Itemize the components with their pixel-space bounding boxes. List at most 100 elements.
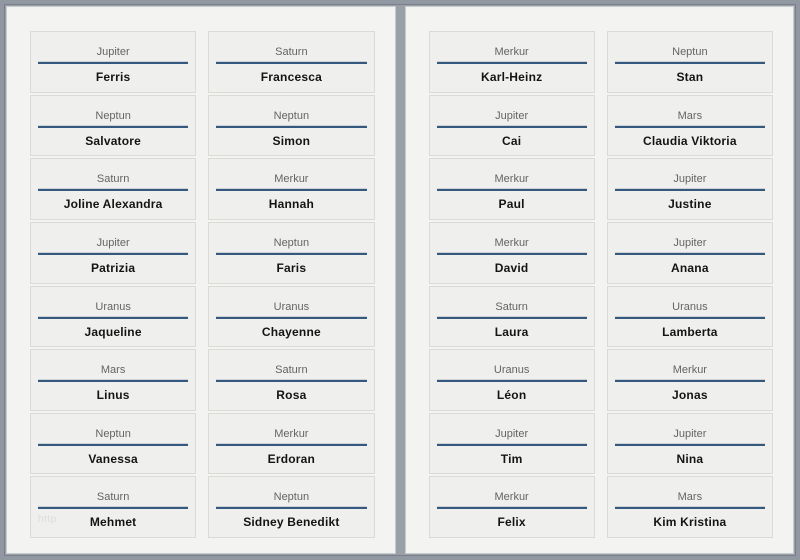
divider-line <box>436 188 587 192</box>
name-tag-cell[interactable]: Jupiter Justine <box>606 158 773 220</box>
name-tag-cell[interactable]: Neptun Simon <box>208 94 375 157</box>
divider-line <box>436 315 587 319</box>
name-tag-cell[interactable]: Merkur Karl-Heinz <box>428 31 595 93</box>
name-tag-cell[interactable]: Uranus Léon <box>428 349 595 411</box>
divider-line <box>614 506 765 510</box>
planet-label: Neptun <box>672 46 708 58</box>
name-tag-cell[interactable]: Neptun Sidney Benedikt <box>208 476 375 538</box>
planet-label: Neptun <box>273 236 310 249</box>
planet-label: Uranus <box>493 364 530 377</box>
person-name: Claudia Viktoria <box>643 133 737 148</box>
person-name: Vanessa <box>88 451 138 466</box>
name-tag-cell[interactable]: Uranus Chayenne <box>208 285 375 348</box>
person-name: Sidney Benedikt <box>243 515 340 530</box>
divider-line <box>436 442 587 446</box>
divider-line <box>614 188 765 192</box>
name-tag-cell[interactable]: Merkur David <box>428 221 595 284</box>
label-grid-page-1: Jupiter Ferris Saturn Francesca Neptun S… <box>30 31 375 538</box>
name-tag-cell[interactable]: Mars Linus <box>30 349 197 411</box>
person-name: Linus <box>96 388 130 403</box>
person-name: Nina <box>676 451 704 466</box>
page-1: Jupiter Ferris Saturn Francesca Neptun S… <box>6 6 396 554</box>
divider-line <box>216 506 367 510</box>
divider-line <box>436 61 587 64</box>
planet-label: Jupiter <box>495 109 529 122</box>
divider-line <box>38 188 189 192</box>
person-name: Paul <box>498 197 525 212</box>
person-name: Tim <box>500 451 523 466</box>
divider-line <box>436 124 587 128</box>
name-tag-cell[interactable]: Saturn Francesca <box>208 31 375 93</box>
divider-line <box>614 251 765 255</box>
name-tag-cell[interactable]: Saturn Rosa <box>208 349 375 411</box>
planet-label: Merkur <box>494 491 529 504</box>
person-name: Salvatore <box>85 133 142 148</box>
divider-line <box>38 506 189 510</box>
divider-line <box>216 315 367 319</box>
name-tag-cell[interactable]: Jupiter Tim <box>428 412 595 475</box>
planet-label: Jupiter <box>673 427 707 440</box>
name-tag-cell[interactable]: Uranus Jaqueline <box>30 285 197 348</box>
person-name: Jaqueline <box>84 324 142 339</box>
person-name: Anana <box>671 260 709 275</box>
planet-label: Uranus <box>95 300 131 313</box>
person-name: Hannah <box>268 197 314 212</box>
name-tag-cell[interactable]: Jupiter Anana <box>606 221 773 284</box>
name-tag-cell[interactable]: Saturn Joline Alexandra <box>30 158 197 220</box>
planet-label: Merkur <box>672 364 707 377</box>
person-name: Lamberta <box>662 324 718 339</box>
divider-line <box>38 379 189 383</box>
name-tag-cell[interactable]: Saturn Laura <box>428 285 595 348</box>
name-tag-cell[interactable]: Uranus Lamberta <box>606 285 773 348</box>
planet-label: Neptun <box>95 109 131 122</box>
name-tag-cell[interactable]: Jupiter Patrizia <box>30 221 197 284</box>
name-tag-cell[interactable]: Jupiter Ferris <box>30 31 197 93</box>
divider-line <box>38 442 189 446</box>
planet-label: Merkur <box>274 427 309 440</box>
planet-label: Jupiter <box>96 236 130 249</box>
person-name: Kim Kristina <box>653 515 727 530</box>
planet-label: Merkur <box>494 236 529 249</box>
person-name: Mehmet <box>89 515 137 530</box>
name-tag-cell[interactable]: Neptun Salvatore <box>30 94 197 157</box>
planet-label: Merkur <box>274 173 309 186</box>
person-name: Jonas <box>672 388 708 403</box>
planet-label: Saturn <box>495 300 528 313</box>
name-tag-cell[interactable]: Merkur Jonas <box>606 349 773 411</box>
divider-line <box>614 315 765 319</box>
person-name: Felix <box>497 515 526 530</box>
person-name: Stan <box>676 70 704 84</box>
person-name: Chayenne <box>261 324 321 339</box>
planet-label: Mars <box>100 364 126 377</box>
person-name: Francesca <box>260 70 322 84</box>
planet-label: Jupiter <box>673 236 707 249</box>
name-tag-cell[interactable]: Merkur Erdoran <box>208 412 375 475</box>
divider-line <box>216 251 367 255</box>
divider-line <box>216 188 367 192</box>
name-tag-cell[interactable]: Neptun Vanessa <box>30 412 197 475</box>
planet-label: Merkur <box>494 46 529 58</box>
person-name: Justine <box>668 197 712 212</box>
name-tag-cell[interactable]: Jupiter Cai <box>428 94 595 157</box>
person-name: Ferris <box>95 70 131 84</box>
divider-line <box>38 251 189 255</box>
planet-label: Jupiter <box>673 173 707 186</box>
planet-label: Uranus <box>273 300 310 313</box>
name-tag-cell[interactable]: Merkur Felix <box>428 476 595 538</box>
name-tag-cell[interactable]: Neptun Stan <box>606 31 773 93</box>
name-tag-cell[interactable]: Mars Claudia Viktoria <box>606 94 773 157</box>
name-tag-cell[interactable]: Mars Kim Kristina <box>606 476 773 538</box>
divider-line <box>38 315 189 319</box>
planet-label: Mars <box>677 491 703 504</box>
name-tag-cell[interactable]: http Saturn Mehmet <box>30 476 197 538</box>
planet-label: Mars <box>677 109 703 122</box>
person-name: David <box>494 260 529 275</box>
person-name: Simon <box>272 133 311 148</box>
divider-line <box>614 442 765 446</box>
name-tag-cell[interactable]: Merkur Hannah <box>208 158 375 220</box>
planet-label: Jupiter <box>495 427 529 440</box>
name-tag-cell[interactable]: Neptun Faris <box>208 221 375 284</box>
name-tag-cell[interactable]: Merkur Paul <box>428 158 595 220</box>
name-tag-cell[interactable]: Jupiter Nina <box>606 412 773 475</box>
